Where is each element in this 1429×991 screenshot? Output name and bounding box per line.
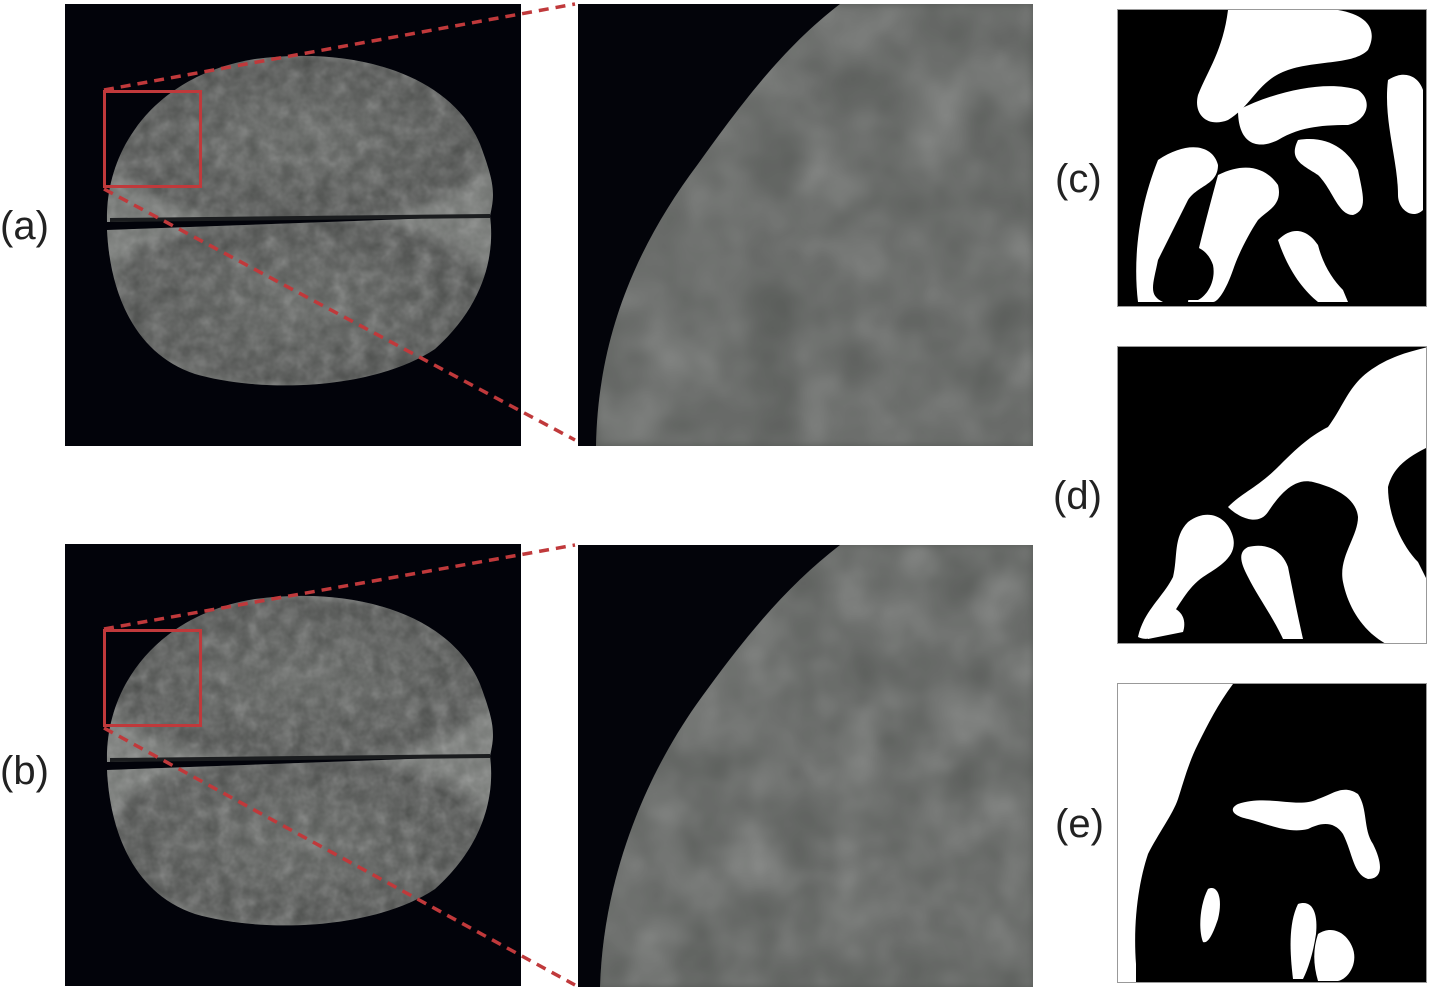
segmentation-mask-e xyxy=(1117,683,1427,983)
segmentation-mask-c xyxy=(1117,9,1427,307)
label-b: (b) xyxy=(0,749,49,793)
label-d: (d) xyxy=(1053,474,1102,518)
zoomed-view-a xyxy=(578,4,1033,446)
label-c: (c) xyxy=(1055,157,1102,201)
zoom-box-a xyxy=(103,90,202,188)
zoom-box-b xyxy=(103,629,202,727)
segmentation-mask-d xyxy=(1117,346,1427,644)
label-a: (a) xyxy=(0,204,49,248)
zoomed-view-b xyxy=(578,545,1033,987)
label-e: (e) xyxy=(1055,802,1104,846)
